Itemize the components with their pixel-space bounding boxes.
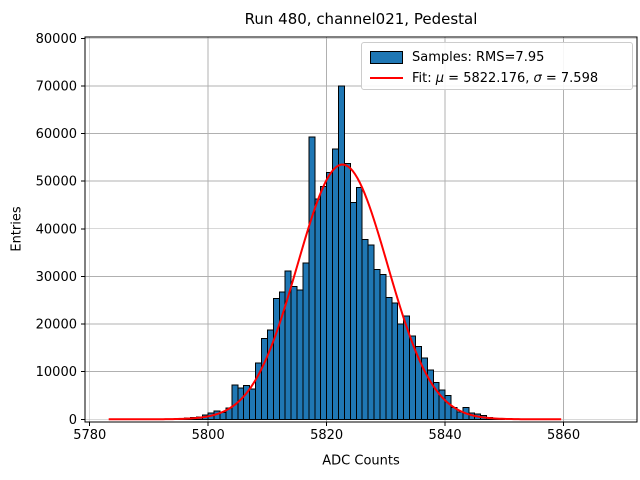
histogram-bar [249,388,257,420]
axes-frame [84,36,638,423]
legend-samples-swatch [370,50,403,64]
y-tick-label: 50000 [36,175,77,190]
histogram-bars [172,85,505,420]
chart-title: Run 480, channel021, Pedestal [244,10,478,28]
histogram-bar [272,297,280,420]
histogram-bar [302,262,310,420]
y-tick-label: 20000 [36,318,77,333]
y-tick-label: 80000 [36,32,77,47]
histogram-bar [367,244,375,420]
fit-curve [108,163,562,421]
histogram-bar [397,323,405,420]
x-tick-label: 5860 [547,428,580,443]
legend: Samples: RMS=7.95 Fit: μ = 5822.176, σ =… [361,42,633,90]
axis-ticks [81,37,565,426]
legend-entry-samples: Samples: RMS=7.95 [370,47,624,67]
histogram-bar [290,285,298,420]
histogram-bar [343,163,351,420]
y-tick-label: 0 [69,413,77,428]
histogram-bar [261,337,268,420]
y-tick-label: 40000 [36,222,77,237]
histogram-bar [379,274,387,420]
x-tick-label: 5780 [73,428,106,443]
histogram-bar [332,148,339,420]
histogram-bar [296,289,304,420]
histogram-bar [308,136,316,420]
histogram-bar [391,302,399,420]
histogram-bar [444,394,452,420]
legend-samples-label: Samples: RMS=7.95 [412,49,545,65]
histogram-bar [373,269,381,420]
y-tick-label: 60000 [36,127,77,142]
legend-entry-fit: Fit: μ = 5822.176, σ = 7.598 [370,68,624,88]
x-tick-label: 5820 [310,428,343,443]
y-tick-label: 70000 [36,79,77,94]
tick-labels: 5780 5800 5820 5840 5860 0 10000 20000 30000 4000… [36,32,580,443]
x-tick-label: 5840 [429,428,462,443]
histogram-bar [326,172,334,420]
histogram-bar [456,411,464,420]
histogram-bar [237,387,245,420]
legend-fit-label: Fit: μ = 5822.176, σ = 7.598 [412,70,599,86]
histogram-bar [385,296,393,420]
y-tick-label: 30000 [36,270,77,285]
x-axis-label: ADC Counts [322,453,400,469]
histogram-bar [361,238,369,420]
histogram-bar [355,186,363,420]
x-tick-label: 5800 [192,428,225,443]
histogram-bar [320,185,328,420]
legend-fit-line-swatch [370,77,403,79]
y-axis-label: Entries [9,206,25,252]
histogram-bar [337,85,345,420]
y-tick-label: 10000 [36,365,77,380]
histogram-bar [314,198,322,420]
histogram-bar [349,202,357,420]
